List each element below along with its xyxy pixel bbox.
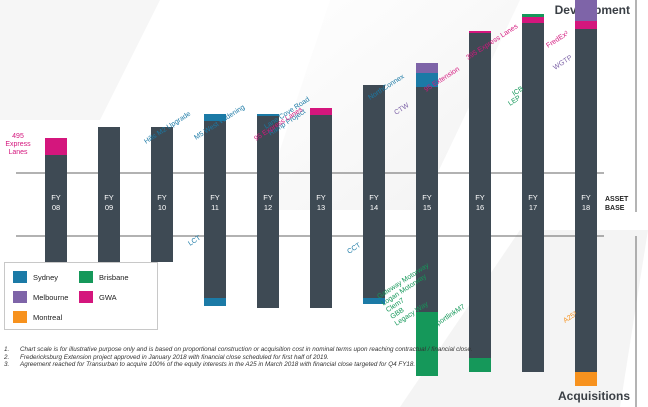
development-segment (522, 17, 544, 23)
legend-item-sydney: Sydney (13, 271, 58, 283)
asset-base-bar (522, 23, 544, 372)
development-segment (469, 31, 491, 33)
development-annotation: WGTP (552, 54, 574, 71)
acquisition-segment (363, 298, 385, 304)
category-label: FY 11 (210, 193, 220, 212)
asset-base-bar (469, 33, 491, 358)
legend-swatch-gwa (79, 291, 93, 303)
category-label: FY 12 (263, 193, 273, 212)
legend-swatch-montreal (13, 311, 27, 323)
asset-base-bar (204, 121, 226, 298)
asset-base-bar (416, 87, 438, 312)
acquisition-annotation: CCT (346, 242, 362, 256)
asset-base-bar (363, 85, 385, 298)
category-label: FY 16 (475, 193, 485, 212)
development-annotation: CTW (393, 102, 411, 117)
footnote-3: 3. Agreement reached for Transurban to a… (4, 361, 474, 369)
category-label: FY 15 (422, 193, 432, 212)
asset-base-bar (257, 116, 279, 308)
footnote-2: 2. Fredericksburg Extension project appr… (4, 354, 474, 362)
footnote-text: Chart scale is for illustrative purpose … (20, 346, 473, 353)
asset-base-bar (151, 127, 173, 262)
acquisition-segment (204, 298, 226, 306)
category-label: FY 08 (51, 193, 61, 212)
footnotes: 1. Chart scale is for illustrative purpo… (4, 346, 474, 369)
legend-label-melbourne: Melbourne (33, 292, 69, 302)
development-segment (45, 138, 67, 155)
category-label: FY 13 (316, 193, 326, 212)
legend-swatch-brisbane (79, 271, 93, 283)
development-segment (416, 73, 438, 87)
development-segment (257, 114, 279, 116)
development-segment (575, 0, 597, 21)
legend-swatch-sydney (13, 271, 27, 283)
acquisitions-title: Acquisitions (557, 389, 630, 403)
footnote-text: Fredericksburg Extension project approve… (20, 353, 329, 361)
asset-base-bar (575, 29, 597, 372)
asset-base-bar (98, 127, 120, 262)
category-label: FY 09 (104, 193, 114, 212)
legend-label-sydney: Sydney (33, 272, 59, 282)
asset-base-label: ASSET BASE (605, 196, 629, 212)
legend: Sydney Brisbane Melbourne GWA Montreal (4, 262, 158, 330)
development-annotation: LEP (507, 94, 522, 107)
footnote-number: 2. (4, 353, 10, 361)
acquisition-segment (469, 358, 491, 372)
legend-label-gwa: GWA (99, 292, 117, 302)
development-segment (204, 114, 226, 121)
development-segment (310, 108, 332, 115)
development-annotation: 495 Express Lanes (5, 133, 31, 156)
footnote-number: 1. (4, 346, 10, 353)
asset-base-bar (310, 115, 332, 308)
asset-base-bar (45, 155, 67, 262)
legend-item-melbourne: Melbourne (13, 291, 68, 303)
legend-item-montreal: Montreal (13, 311, 62, 323)
development-segment (522, 14, 544, 17)
category-label: FY 17 (528, 193, 538, 212)
legend-swatch-melbourne (13, 291, 27, 303)
development-segment (416, 63, 438, 73)
legend-label-montreal: Montreal (33, 312, 63, 322)
acquisition-segment (575, 372, 597, 386)
legend-item-gwa: GWA (79, 291, 117, 303)
development-annotation: FredEx² (545, 30, 570, 50)
legend-item-brisbane: Brisbane (79, 271, 129, 283)
category-label: FY 14 (369, 193, 379, 212)
footnote-1: 1. Chart scale is for illustrative purpo… (4, 346, 474, 354)
footnote-number: 3. (4, 361, 10, 369)
legend-label-brisbane: Brisbane (99, 272, 129, 282)
acquisition-segment (416, 312, 438, 376)
category-label: FY 18 (581, 193, 591, 212)
development-segment (575, 21, 597, 29)
footnote-text: Agreement reached for Transurban to acqu… (20, 361, 416, 369)
category-label: FY 10 (157, 193, 167, 212)
